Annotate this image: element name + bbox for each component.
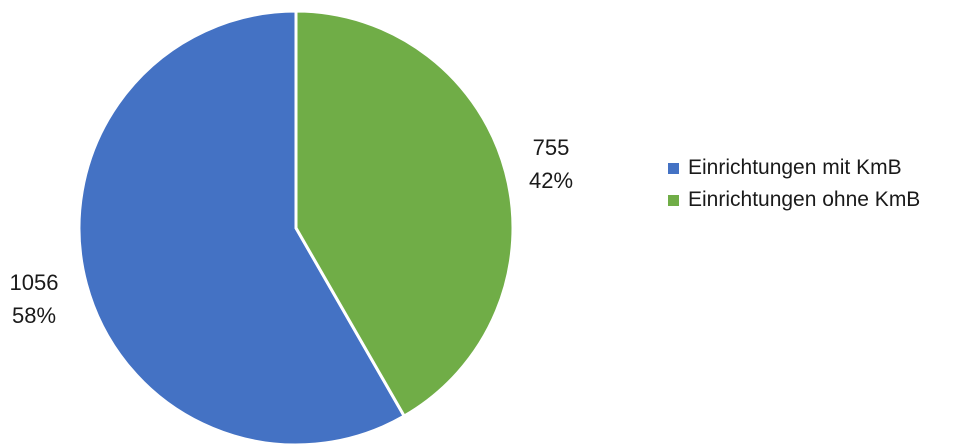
data-label-value-without-kmb: 755 (533, 135, 570, 160)
legend-label-without-kmb: Einrichtungen ohne KmB (688, 188, 921, 211)
pie-slice-with-kmb (77, 9, 406, 444)
legend-swatch-without-kmb (668, 194, 679, 206)
pie-slices (77, 9, 515, 444)
legend-item-without-kmb: Einrichtungen ohne KmB (668, 184, 920, 216)
chart-legend: Einrichtungen mit KmB Einrichtungen ohne… (668, 152, 920, 216)
data-label-value-with-kmb: 1056 (10, 270, 59, 295)
legend-label-with-kmb: Einrichtungen mit KmB (688, 156, 902, 179)
data-label-percent-without-kmb: 42% (529, 168, 573, 193)
pie-data-labels: 1056 58% 755 42% (10, 135, 574, 328)
legend-swatch-with-kmb (668, 162, 679, 174)
data-label-percent-with-kmb: 58% (12, 303, 56, 328)
legend-item-with-kmb: Einrichtungen mit KmB (668, 152, 920, 184)
pie-slice-without-kmb (294, 9, 515, 418)
